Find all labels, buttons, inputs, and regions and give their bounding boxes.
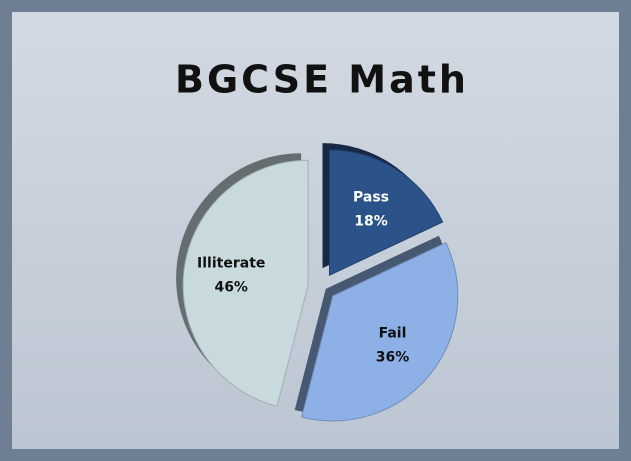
slice-label: Illiterate [197, 256, 265, 272]
slice [182, 159, 309, 407]
slice [301, 242, 459, 422]
slice [329, 149, 444, 276]
slice-value-label: 46% [214, 280, 248, 296]
slice-label: Pass [353, 190, 389, 206]
slice-value-label: 36% [376, 349, 410, 365]
slice-label: Fail [379, 325, 407, 341]
pie: Pass 18% Fail 36% Illiterate 46% [176, 143, 459, 422]
slice-value-label: 18% [354, 214, 388, 230]
chart-title: BGCSE Math [175, 58, 469, 102]
